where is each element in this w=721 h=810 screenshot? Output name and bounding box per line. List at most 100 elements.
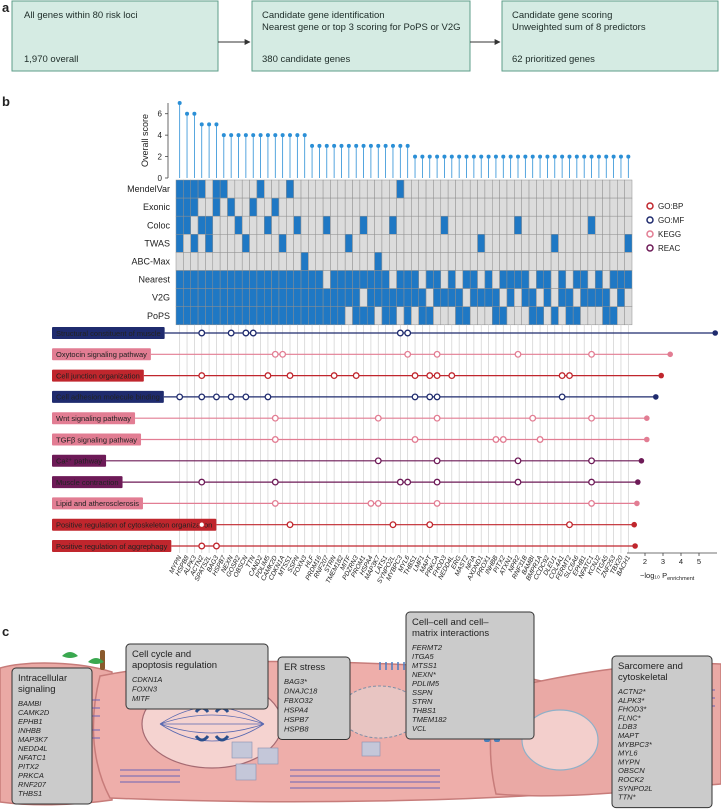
matrix-cell [389,234,397,253]
lollipop-dot [582,154,587,159]
matrix-cell [550,306,559,326]
gene-name: THBS1 [18,789,42,798]
matrix-cell [322,197,331,217]
lollipop-dot [604,154,609,159]
matrix-cell [389,288,397,307]
pathway-member [433,350,441,358]
matrix-cell [278,252,287,271]
matrix-cell [594,288,603,307]
matrix-cell [205,270,214,289]
matrix-cell [477,179,486,199]
matrix-cell [205,197,214,217]
matrix-cell [234,252,243,271]
x-tick-label: 5 [697,557,701,566]
matrix-cell [492,197,500,217]
matrix-cell [234,270,243,289]
pathway-member [588,414,595,422]
matrix-cell [271,179,280,199]
matrix-cell [219,252,228,271]
enrichment-dot [658,372,664,379]
matrix-cell [330,288,339,307]
pathway-member [411,393,419,401]
matrix-cell [506,252,515,271]
lollipop-dot [611,154,616,159]
matrix-cell [506,270,515,289]
matrix-cell [418,234,427,253]
matrix-cell [609,179,618,199]
pathway-label-box [52,369,144,382]
matrix-cell [212,306,221,326]
matrix-cell [425,306,434,326]
gene-name: MYPN [618,757,640,766]
matrix-cell [308,234,316,253]
matrix-cell [477,197,486,217]
matrix-cell [572,270,581,289]
matrix-cell [462,306,471,326]
matrix-cell [550,197,559,217]
panel-label: c [2,624,9,639]
matrix-cell [492,179,500,199]
matrix-cell [594,234,603,253]
matrix-cell [241,288,250,307]
flow-box-text: Nearest gene or top 3 scoring for PoPS o… [262,22,461,33]
matrix-cell [521,215,530,235]
matrix-cell [558,270,567,289]
matrix-cell [550,215,559,235]
matrix-cell [528,197,537,217]
lollipop-dot [199,122,204,127]
matrix-cell [514,179,522,199]
enrichment-dot [653,394,659,400]
pathway-member [264,393,272,401]
matrix-cell [183,215,191,235]
box-title: apoptosis regulation [132,660,217,671]
matrix-cell [344,252,353,271]
lollipop-dot [589,154,594,159]
matrix-cell [271,215,280,235]
pathway-member [227,329,235,337]
pathway-member [566,372,573,380]
gene-name: ITGA5 [412,652,435,661]
matrix-cell [609,252,618,271]
matrix-cell [381,306,390,326]
pathway-label: Cell adhesion molecule binding [56,393,160,402]
gene-name: EPHB1 [18,717,43,726]
matrix-cell [521,306,530,326]
matrix-cell [558,179,567,199]
matrix-cell [256,288,265,307]
matrix-cell [580,215,589,235]
matrix-cell [300,306,309,326]
matrix-cell [425,234,434,253]
matrix-cell [190,179,199,199]
matrix-cell [359,252,368,271]
matrix-cell [492,270,500,289]
enrichment-dot [632,543,638,549]
matrix-cell [617,234,625,253]
matrix-cell [241,270,250,289]
matrix-cell [197,179,206,199]
matrix-cell [308,288,316,307]
matrix-cell [352,234,361,253]
matrix-cell [227,252,236,271]
matrix-cell [374,215,383,235]
gene-name: ALPK3* [617,696,645,705]
matrix-cell [300,270,309,289]
lollipop-dot [538,154,543,159]
matrix-cell [447,179,456,199]
matrix-cell [219,215,228,235]
pathway-member [499,436,507,443]
gene-name: FERMT2 [412,643,443,652]
pathway-label-box [52,497,143,510]
pathway-member [411,372,419,380]
matrix-cell [241,252,250,271]
matrix-cell [219,234,228,253]
matrix-cell [264,306,272,326]
matrix-cell [602,306,611,326]
matrix-cell [205,306,214,326]
predictor-label: ABC-Max [131,256,170,266]
lollipop-dot [567,154,572,159]
matrix-cell [594,179,603,199]
matrix-cell [411,252,419,271]
matrix-cell [352,215,361,235]
matrix-cell [403,306,412,326]
matrix-cell [197,197,206,217]
